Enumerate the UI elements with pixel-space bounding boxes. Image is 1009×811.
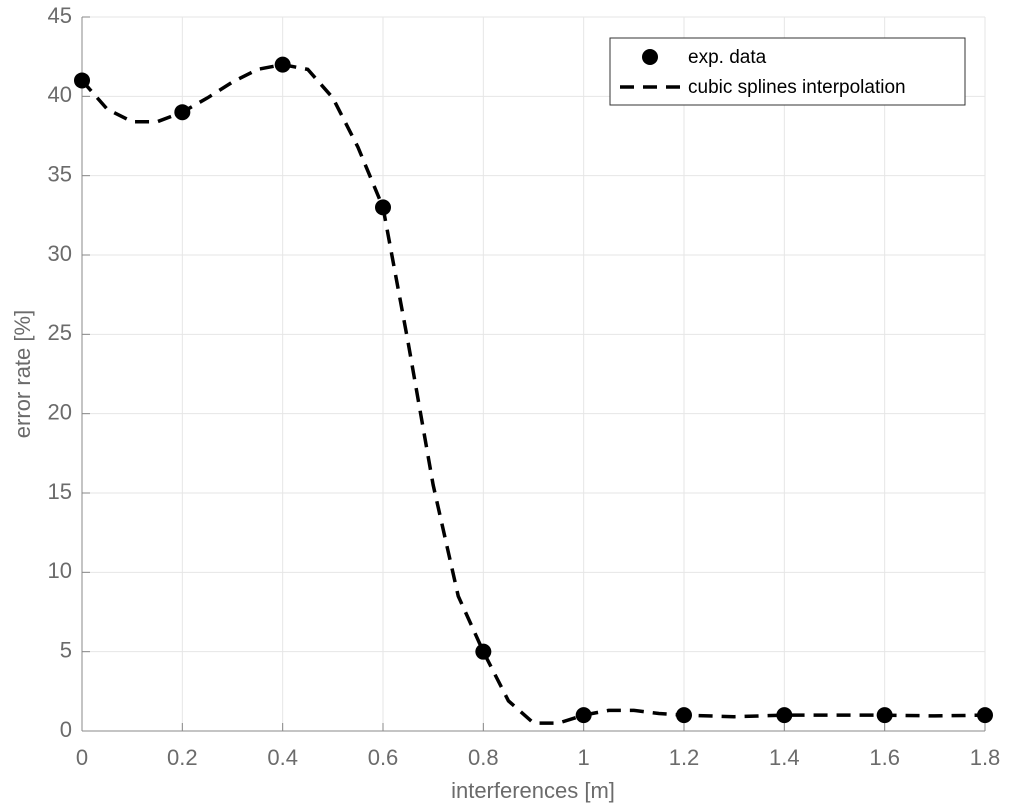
spline-line <box>80 62 986 725</box>
x-tick-label: 0.6 <box>368 745 399 770</box>
y-tick-label: 20 <box>48 399 72 424</box>
x-tick-label: 0.4 <box>267 745 298 770</box>
data-point <box>977 707 993 724</box>
y-tick-label: 45 <box>48 3 72 28</box>
y-tick-label: 40 <box>48 82 72 107</box>
data-point <box>375 199 391 216</box>
y-tick-label: 15 <box>48 479 72 504</box>
x-tick-label: 1.4 <box>769 745 800 770</box>
y-tick-label: 30 <box>48 241 72 266</box>
legend-label: cubic splines interpolation <box>688 77 906 98</box>
x-tick-label: 1.2 <box>669 745 700 770</box>
data-point <box>575 707 592 724</box>
data-point <box>676 707 692 724</box>
x-tick-label: 1 <box>578 745 590 770</box>
x-axis-label: interferences [m] <box>451 778 615 803</box>
data-point <box>74 72 90 89</box>
x-tick-label: 1.8 <box>970 745 1001 770</box>
y-tick-label: 10 <box>48 558 72 583</box>
legend-box <box>609 37 966 106</box>
x-tick-label: 1.6 <box>869 745 900 770</box>
data-point <box>475 643 492 660</box>
data-point <box>174 104 191 121</box>
data-point <box>776 707 793 724</box>
y-tick-label: 25 <box>48 320 72 345</box>
x-tick-label: 0.2 <box>167 745 198 770</box>
data-point <box>274 56 291 73</box>
y-tick-label: 35 <box>48 161 72 186</box>
legend-label: exp. data <box>688 47 767 68</box>
y-axis-label: error rate [%] <box>10 310 35 438</box>
x-tick-label: 0.8 <box>468 745 499 770</box>
y-tick-label: 5 <box>60 637 72 662</box>
y-tick-label: 0 <box>60 717 72 742</box>
x-tick-label: 0 <box>76 745 88 770</box>
legend-swatch <box>642 49 658 65</box>
data-point <box>876 707 893 724</box>
